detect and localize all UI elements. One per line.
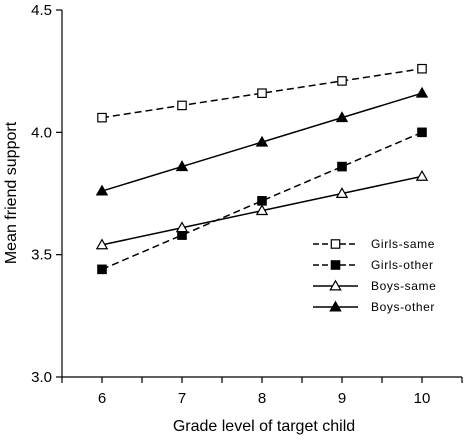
x-tick-label: 7 [178,390,186,407]
data-point [335,111,349,123]
series-layer [95,63,429,275]
data-point [415,86,429,98]
y-axis-label: Mean friend support [3,121,20,264]
series-line [101,67,423,119]
data-point [95,184,109,196]
data-point [177,100,187,111]
data-point [417,63,427,74]
legend-item: Girls-other [313,258,434,272]
x-axis-label: Grade level of target child [173,418,355,435]
legend-marker [329,300,342,312]
data-point [255,135,269,147]
data-point [97,264,107,275]
data-point [417,127,427,138]
data-point [337,161,347,172]
legend-item: Boys-other [313,300,435,314]
data-point [175,221,189,233]
legend-label: Girls-same [371,237,435,251]
data-point [175,160,189,172]
legend-marker [330,239,341,249]
data-point [97,112,107,123]
x-tick-label: 6 [98,390,106,407]
legend: Girls-same Girls-other Boys-same Boys-other [313,237,436,314]
y-tick-label: 4.0 [31,124,52,141]
legend-label: Girls-other [371,258,434,272]
series-boys-other [95,86,429,196]
series-boys-same [95,169,429,250]
y-tick-label: 3.0 [31,369,52,386]
legend-marker [330,260,341,270]
data-point [335,187,349,198]
data-point [257,88,267,98]
series-girls-same [97,63,427,123]
y-tick-label: 3.5 [31,247,52,264]
series-girls-other [97,127,427,275]
x-tick-label: 8 [258,390,266,407]
legend-label: Boys-other [371,300,435,314]
series-line [101,131,423,271]
axes: 3.0 3.5 4.0 4.5 6 7 8 9 10 [31,2,463,407]
data-point [95,238,109,250]
x-tick-label: 9 [338,390,346,407]
legend-label: Boys-same [371,279,436,293]
y-tick-label: 4.5 [31,2,52,19]
data-point [257,196,267,206]
data-point [255,204,269,216]
legend-marker [329,279,342,291]
legend-item: Boys-same [313,279,436,293]
legend-item: Girls-same [313,237,435,251]
data-point [415,169,429,181]
x-tick-label: 10 [414,390,431,407]
data-point [337,76,347,86]
